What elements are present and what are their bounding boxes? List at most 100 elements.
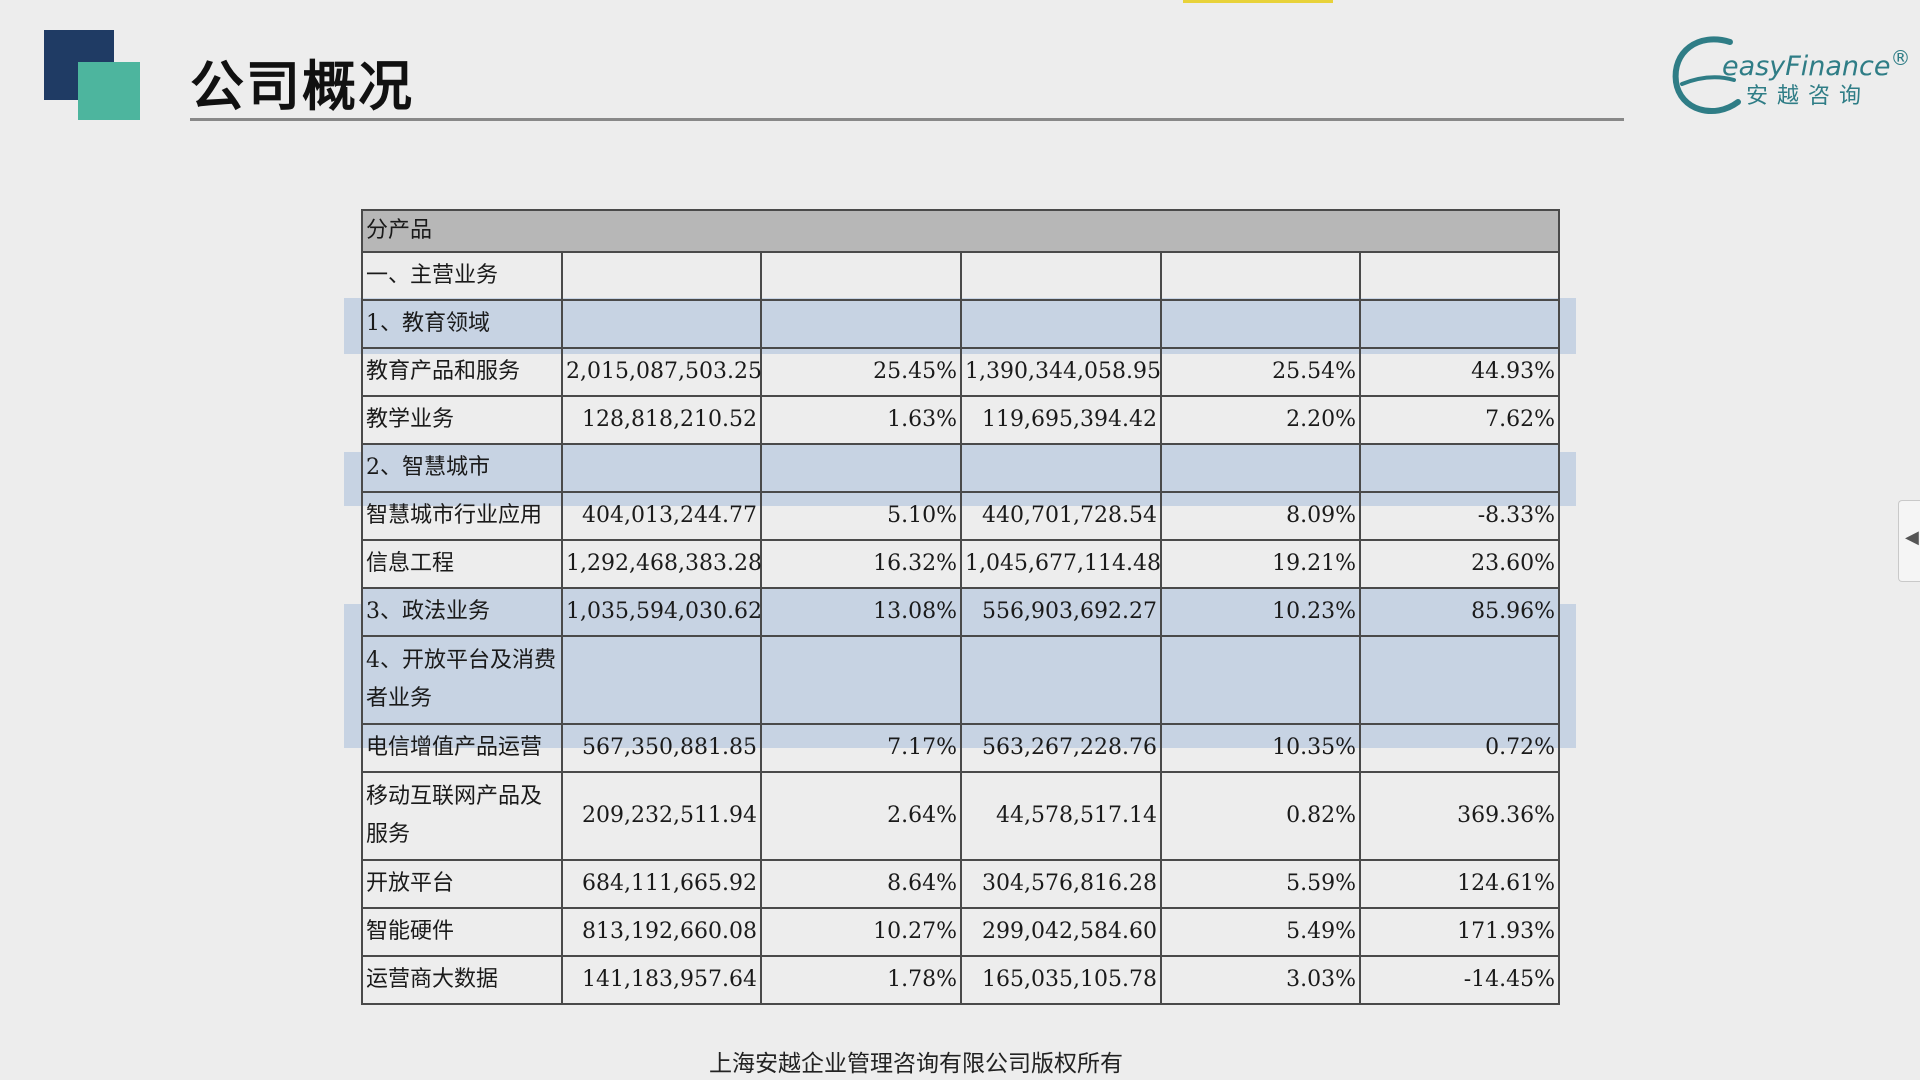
row-value-cell: 10.27% (760, 907, 962, 957)
row-value-cell: 1,035,594,030.62 (561, 587, 762, 637)
row-value-cell: 556,903,692.27 (960, 587, 1162, 637)
row-value-cell: 10.23% (1160, 587, 1361, 637)
row-value-cell: 1.78% (760, 955, 962, 1005)
row-value-cell (561, 251, 762, 301)
row-value-cell: 5.10% (760, 491, 962, 541)
row-label: 1、教育领域 (361, 299, 563, 349)
row-value-cell (1358, 251, 1561, 301)
row-value-cell: 2,015,087,503.25 (561, 347, 762, 397)
row-value-cell: 119,695,394.42 (960, 395, 1162, 445)
row-value-cell: -14.45% (1358, 955, 1561, 1005)
row-value-cell (1160, 443, 1361, 493)
row-value-cell: 23.60% (1358, 539, 1561, 589)
row-value-cell: 299,042,584.60 (960, 907, 1162, 957)
row-value-cell: 1,292,468,383.28 (561, 539, 762, 589)
row-value-cell: 0.72% (1358, 723, 1561, 773)
row-value-cell: 3.03% (1160, 955, 1361, 1005)
caret-left-icon: ◀ (1905, 527, 1919, 548)
brand-swoosh-icon (1672, 36, 1741, 114)
row-value-cell: 7.62% (1358, 395, 1561, 445)
table-row: 移动互联网产品及服务 209,232,511.94 2.64% 44,578,517.… (361, 771, 1561, 861)
title-divider (190, 118, 1624, 121)
table-header-row: 分产品 (360, 209, 1561, 253)
row-value-cell: 141,183,957.64 (561, 955, 762, 1005)
brand-name-en: easyFinance® (1722, 46, 1911, 82)
table-row: 开放平台 684,111,665.92 8.64% 304,576,816.28 5.5… (361, 859, 1561, 909)
financial-table: 分产品 一、主营业务 1、教育领域 教育产品和服务 2,015,087,503.25 2… (360, 209, 1561, 1005)
table-row: 3、政法业务 1,035,594,030.62 13.08% 556,903,692.… (361, 587, 1561, 637)
row-value-cell: 8.64% (760, 859, 962, 909)
row-value-cell: 440,701,728.54 (960, 491, 1162, 541)
table-row: 教育产品和服务 2,015,087,503.25 25.45% 1,390,344,0… (361, 347, 1561, 397)
side-panel-toggle[interactable]: ◀ (1898, 500, 1920, 582)
row-value-cell: -8.33% (1358, 491, 1561, 541)
row-value-cell: 404,013,244.77 (561, 491, 762, 541)
brand-name-cn: 安越咨询 (1746, 84, 1871, 109)
row-value-cell: 44.93% (1358, 347, 1561, 397)
row-value-cell (760, 443, 962, 493)
row-label: 2、智慧城市 (361, 443, 563, 493)
row-value-cell: 563,267,228.76 (960, 723, 1162, 773)
page-title: 公司概况 (190, 55, 414, 118)
row-label: 3、政法业务 (361, 587, 563, 637)
row-value-cell (960, 635, 1162, 725)
row-label: 智能硬件 (361, 907, 563, 957)
row-value-cell: 5.49% (1160, 907, 1361, 957)
row-value-cell: 165,035,105.78 (960, 955, 1162, 1005)
row-value-cell: 44,578,517.14 (960, 771, 1162, 861)
row-value-cell (1160, 635, 1361, 725)
table-row: 运营商大数据 141,183,957.64 1.78% 165,035,105.78 3… (361, 955, 1561, 1005)
row-label: 电信增值产品运营 (361, 723, 563, 773)
footer-copyright: 上海安越企业管理咨询有限公司版权所有 (709, 1051, 1123, 1077)
row-label: 信息工程 (361, 539, 563, 589)
row-value-cell: 1,390,344,058.95 (960, 347, 1162, 397)
row-value-cell: 85.96% (1358, 587, 1561, 637)
table-row: 4、开放平台及消费者业务 (361, 635, 1561, 725)
row-value-cell (960, 443, 1162, 493)
top-highlight-mark (1183, 0, 1333, 3)
table-row: 1、教育领域 (361, 299, 1561, 349)
row-label: 4、开放平台及消费者业务 (361, 635, 563, 725)
row-value-cell (760, 635, 962, 725)
row-value-cell: 304,576,816.28 (960, 859, 1162, 909)
table-row: 信息工程 1,292,468,383.28 16.32% 1,045,677,114.… (361, 539, 1561, 589)
row-value-cell (960, 299, 1162, 349)
table-row: 一、主营业务 (361, 251, 1561, 301)
row-value-cell: 1,045,677,114.48 (960, 539, 1162, 589)
row-value-cell: 1.63% (760, 395, 962, 445)
row-value-cell: 128,818,210.52 (561, 395, 762, 445)
row-value-cell (1160, 299, 1361, 349)
row-value-cell: 25.45% (760, 347, 962, 397)
logo-squares-icon (44, 30, 140, 122)
row-value-cell (1358, 299, 1561, 349)
row-label: 一、主营业务 (361, 251, 563, 301)
table-row: 2、智慧城市 (361, 443, 1561, 493)
table-row: 教学业务 128,818,210.52 1.63% 119,695,394.42 2.2… (361, 395, 1561, 445)
row-value-cell: 2.64% (760, 771, 962, 861)
row-value-cell: 171.93% (1358, 907, 1561, 957)
row-value-cell (561, 443, 762, 493)
table-header-cell: 分产品 (360, 209, 1561, 253)
row-value-cell: 10.35% (1160, 723, 1361, 773)
row-label: 运营商大数据 (361, 955, 563, 1005)
row-value-cell: 19.21% (1160, 539, 1361, 589)
row-value-cell: 813,192,660.08 (561, 907, 762, 957)
table-row: 电信增值产品运营 567,350,881.85 7.17% 563,267,228.7… (361, 723, 1561, 773)
row-value-cell (1160, 251, 1361, 301)
table-row: 智慧城市行业应用 404,013,244.77 5.10% 440,701,728.5… (361, 491, 1561, 541)
row-value-cell (1358, 443, 1561, 493)
row-value-cell: 209,232,511.94 (561, 771, 762, 861)
row-value-cell (561, 299, 762, 349)
row-value-cell: 684,111,665.92 (561, 859, 762, 909)
brand-logo: easyFinance® 安越咨询 (1668, 32, 1910, 124)
row-value-cell (1358, 635, 1561, 725)
row-value-cell (960, 251, 1162, 301)
row-value-cell: 124.61% (1358, 859, 1561, 909)
row-value-cell: 2.20% (1160, 395, 1361, 445)
row-label: 教育产品和服务 (361, 347, 563, 397)
row-value-cell: 13.08% (760, 587, 962, 637)
row-label: 智慧城市行业应用 (361, 491, 563, 541)
row-value-cell: 8.09% (1160, 491, 1361, 541)
table-row: 智能硬件 813,192,660.08 10.27% 299,042,584.60 5.… (361, 907, 1561, 957)
row-value-cell (760, 251, 962, 301)
